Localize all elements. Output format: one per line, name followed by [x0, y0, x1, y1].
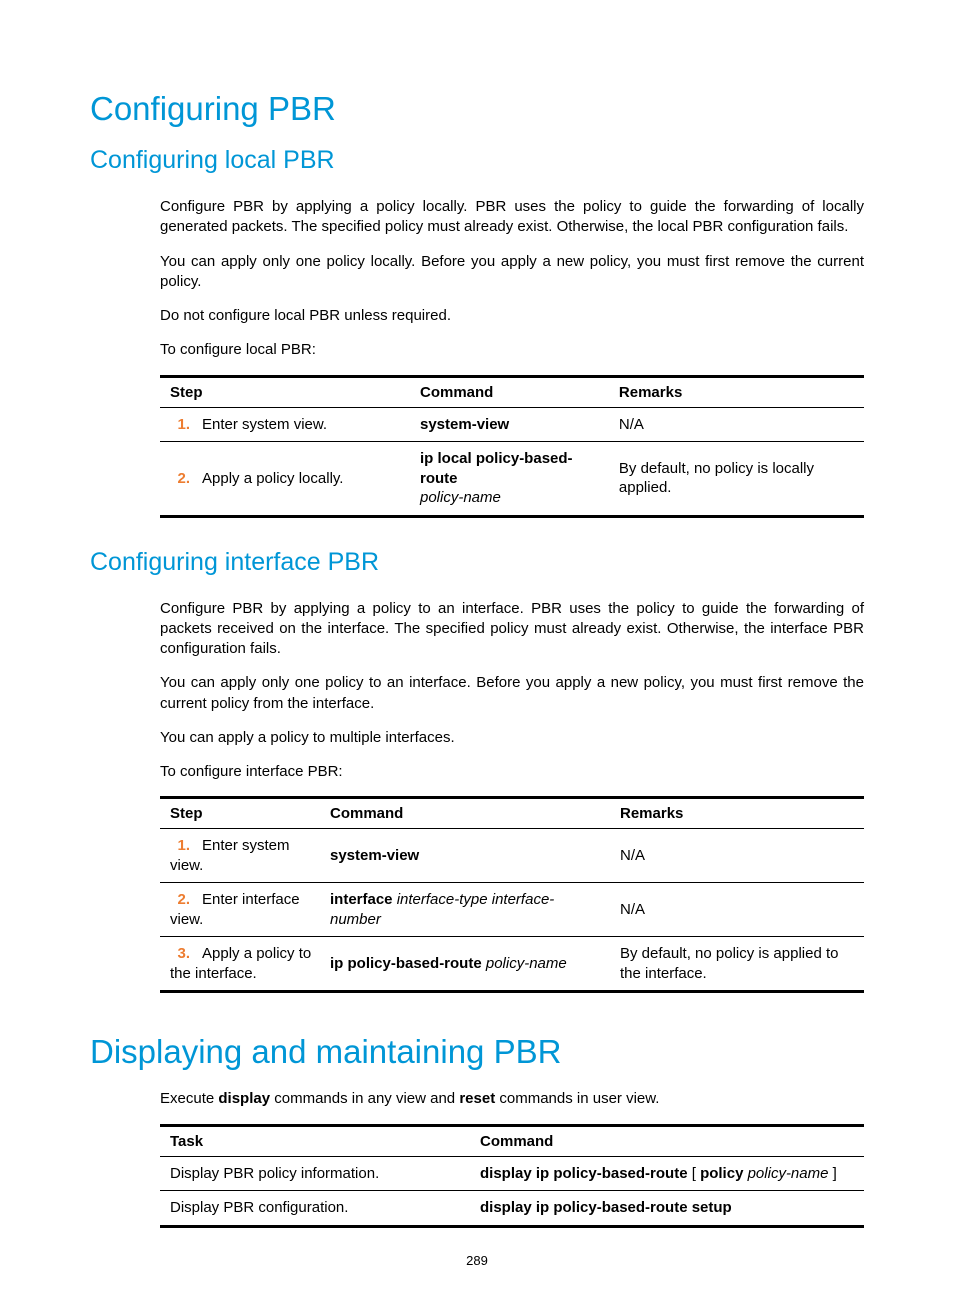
page-container: Configuring PBR Configuring local PBR Co…	[0, 0, 954, 1298]
table-row: 2.Enter interface view. interface interf…	[160, 883, 864, 937]
remarks-cell: N/A	[610, 883, 864, 937]
col-command: Command	[320, 798, 610, 829]
command-cell: display ip policy-based-route [ policy p…	[470, 1156, 864, 1191]
heading-displaying-maintaining-pbr: Displaying and maintaining PBR	[90, 1033, 864, 1071]
page-number: 289	[0, 1253, 954, 1268]
step-number: 1.	[170, 415, 190, 435]
task-cell: Display PBR policy information.	[160, 1156, 470, 1191]
step-cell: 2. Apply a policy locally.	[160, 442, 410, 517]
paragraph: Execute display commands in any view and…	[90, 1089, 864, 1109]
step-number: 2.	[170, 890, 190, 910]
step-text: Enter system view.	[202, 416, 327, 433]
col-step: Step	[160, 798, 320, 829]
remarks-cell: By default, no policy is locally applied…	[609, 442, 864, 517]
paragraph: Configure PBR by applying a policy local…	[90, 197, 864, 238]
step-cell: 2.Enter interface view.	[160, 883, 320, 937]
table-header-row: Step Command Remarks	[160, 376, 864, 407]
col-command: Command	[410, 376, 609, 407]
remarks-cell: N/A	[610, 829, 864, 883]
table-row: Display PBR configuration. display ip po…	[160, 1191, 864, 1227]
table-row: Display PBR policy information. display …	[160, 1156, 864, 1191]
step-cell: 1.Enter system view.	[160, 829, 320, 883]
paragraph: You can apply a policy to multiple inter…	[90, 728, 864, 748]
table-local-pbr: Step Command Remarks 1. Enter system view…	[160, 375, 864, 518]
table-row: 1.Enter system view. system-view N/A	[160, 829, 864, 883]
heading-configuring-interface-pbr: Configuring interface PBR	[90, 548, 864, 577]
step-text: Apply a policy to the interface.	[170, 945, 311, 982]
paragraph: Configure PBR by applying a policy to an…	[90, 599, 864, 660]
table-header-row: Step Command Remarks	[160, 798, 864, 829]
paragraph: You can apply only one policy to an inte…	[90, 673, 864, 714]
table-row: 3.Apply a policy to the interface. ip po…	[160, 937, 864, 992]
command-cell: ip policy-based-route policy-name	[320, 937, 610, 992]
step-cell: 1. Enter system view.	[160, 407, 410, 442]
remarks-cell: By default, no policy is applied to the …	[610, 937, 864, 992]
table-display-pbr: Task Command Display PBR policy informat…	[160, 1124, 864, 1228]
col-command: Command	[470, 1125, 864, 1156]
paragraph: To configure interface PBR:	[90, 762, 864, 782]
col-remarks: Remarks	[609, 376, 864, 407]
table-row: 2. Apply a policy locally. ip local polic…	[160, 442, 864, 517]
command-cell: system-view	[410, 407, 609, 442]
heading-configuring-pbr: Configuring PBR	[90, 90, 864, 128]
paragraph: You can apply only one policy locally. B…	[90, 252, 864, 293]
command-cell: system-view	[320, 829, 610, 883]
remarks-cell: N/A	[609, 407, 864, 442]
paragraph: To configure local PBR:	[90, 340, 864, 360]
table-header-row: Task Command	[160, 1125, 864, 1156]
step-number: 3.	[170, 944, 190, 964]
command-cell: ip local policy-based-routepolicy-name	[410, 442, 609, 517]
col-task: Task	[160, 1125, 470, 1156]
paragraph: Do not configure local PBR unless requir…	[90, 306, 864, 326]
task-cell: Display PBR configuration.	[160, 1191, 470, 1227]
col-remarks: Remarks	[610, 798, 864, 829]
command-cell: interface interface-type interface-numbe…	[320, 883, 610, 937]
step-number: 1.	[170, 836, 190, 856]
col-step: Step	[160, 376, 410, 407]
table-interface-pbr: Step Command Remarks 1.Enter system view…	[160, 796, 864, 993]
step-text: Apply a policy locally.	[202, 470, 343, 487]
table-row: 1. Enter system view. system-view N/A	[160, 407, 864, 442]
heading-configuring-local-pbr: Configuring local PBR	[90, 146, 864, 175]
step-number: 2.	[170, 469, 190, 489]
command-cell: display ip policy-based-route setup	[470, 1191, 864, 1227]
step-cell: 3.Apply a policy to the interface.	[160, 937, 320, 992]
